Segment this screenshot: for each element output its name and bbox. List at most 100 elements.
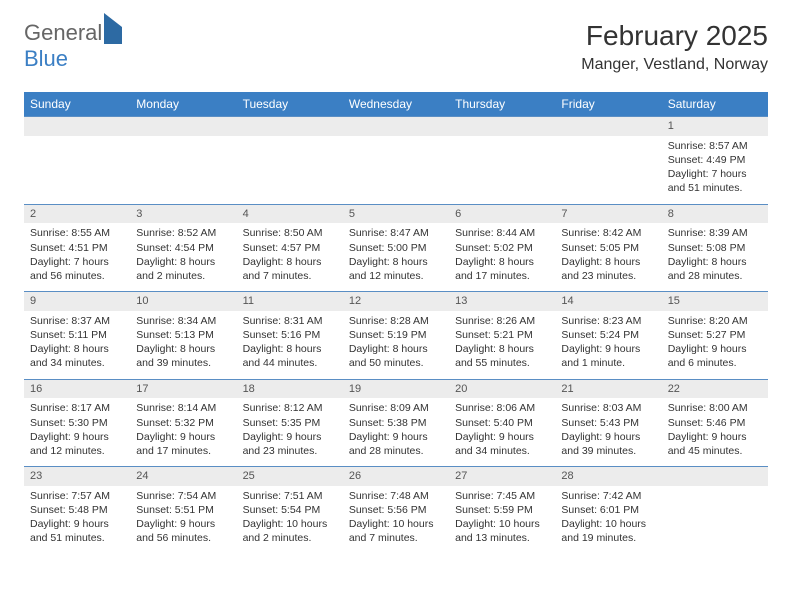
day-number-empty — [449, 117, 555, 136]
day-number-empty — [343, 117, 449, 136]
day-info: Sunrise: 8:26 AMSunset: 5:21 PMDaylight:… — [449, 311, 555, 379]
day-number: 24 — [130, 467, 236, 486]
calendar-cell: 18Sunrise: 8:12 AMSunset: 5:35 PMDayligh… — [237, 379, 343, 467]
day-info: Sunrise: 8:50 AMSunset: 4:57 PMDaylight:… — [237, 223, 343, 291]
sunset-text: Sunset: 5:38 PM — [349, 416, 443, 430]
daylight-text: Daylight: 9 hours and 6 minutes. — [668, 342, 762, 370]
calendar-cell — [555, 117, 661, 205]
col-sunday: Sunday — [24, 92, 130, 117]
logo-triangle-icon — [104, 13, 122, 44]
calendar-cell: 7Sunrise: 8:42 AMSunset: 5:05 PMDaylight… — [555, 204, 661, 292]
daylight-text: Daylight: 8 hours and 55 minutes. — [455, 342, 549, 370]
calendar-table: Sunday Monday Tuesday Wednesday Thursday… — [24, 92, 768, 554]
daylight-text: Daylight: 9 hours and 28 minutes. — [349, 430, 443, 458]
day-info: Sunrise: 8:31 AMSunset: 5:16 PMDaylight:… — [237, 311, 343, 379]
sunset-text: Sunset: 5:32 PM — [136, 416, 230, 430]
day-number: 10 — [130, 292, 236, 311]
calendar-cell — [237, 117, 343, 205]
day-info: Sunrise: 8:28 AMSunset: 5:19 PMDaylight:… — [343, 311, 449, 379]
calendar-cell: 4Sunrise: 8:50 AMSunset: 4:57 PMDaylight… — [237, 204, 343, 292]
calendar-cell: 17Sunrise: 8:14 AMSunset: 5:32 PMDayligh… — [130, 379, 236, 467]
day-number: 1 — [662, 117, 768, 136]
sunrise-text: Sunrise: 7:45 AM — [455, 489, 549, 503]
day-info: Sunrise: 8:47 AMSunset: 5:00 PMDaylight:… — [343, 223, 449, 291]
sunset-text: Sunset: 5:35 PM — [243, 416, 337, 430]
logo-word-general: General — [24, 20, 102, 45]
day-number: 21 — [555, 380, 661, 399]
location-subtitle: Manger, Vestland, Norway — [581, 56, 768, 74]
sunrise-text: Sunrise: 8:03 AM — [561, 401, 655, 415]
day-number: 3 — [130, 205, 236, 224]
day-info: Sunrise: 8:17 AMSunset: 5:30 PMDaylight:… — [24, 398, 130, 466]
sunrise-text: Sunrise: 8:31 AM — [243, 314, 337, 328]
day-info: Sunrise: 8:44 AMSunset: 5:02 PMDaylight:… — [449, 223, 555, 291]
sunset-text: Sunset: 5:54 PM — [243, 503, 337, 517]
sunset-text: Sunset: 4:49 PM — [668, 153, 762, 167]
sunrise-text: Sunrise: 8:47 AM — [349, 226, 443, 240]
calendar-cell: 14Sunrise: 8:23 AMSunset: 5:24 PMDayligh… — [555, 292, 661, 380]
sunrise-text: Sunrise: 8:26 AM — [455, 314, 549, 328]
day-info: Sunrise: 7:51 AMSunset: 5:54 PMDaylight:… — [237, 486, 343, 554]
day-info: Sunrise: 8:55 AMSunset: 4:51 PMDaylight:… — [24, 223, 130, 291]
logo: General Blue — [24, 20, 122, 72]
sunrise-text: Sunrise: 8:44 AM — [455, 226, 549, 240]
day-number: 25 — [237, 467, 343, 486]
daylight-text: Daylight: 8 hours and 50 minutes. — [349, 342, 443, 370]
calendar-cell — [130, 117, 236, 205]
calendar-cell: 24Sunrise: 7:54 AMSunset: 5:51 PMDayligh… — [130, 467, 236, 554]
day-info: Sunrise: 8:52 AMSunset: 4:54 PMDaylight:… — [130, 223, 236, 291]
day-number: 5 — [343, 205, 449, 224]
sunrise-text: Sunrise: 8:42 AM — [561, 226, 655, 240]
sunrise-text: Sunrise: 8:50 AM — [243, 226, 337, 240]
day-number: 17 — [130, 380, 236, 399]
daylight-text: Daylight: 10 hours and 19 minutes. — [561, 517, 655, 545]
calendar-cell: 23Sunrise: 7:57 AMSunset: 5:48 PMDayligh… — [24, 467, 130, 554]
sunrise-text: Sunrise: 8:52 AM — [136, 226, 230, 240]
day-number-empty — [237, 117, 343, 136]
sunset-text: Sunset: 5:46 PM — [668, 416, 762, 430]
day-info: Sunrise: 8:20 AMSunset: 5:27 PMDaylight:… — [662, 311, 768, 379]
sunrise-text: Sunrise: 7:54 AM — [136, 489, 230, 503]
daylight-text: Daylight: 8 hours and 23 minutes. — [561, 255, 655, 283]
day-number: 19 — [343, 380, 449, 399]
sunset-text: Sunset: 5:00 PM — [349, 241, 443, 255]
day-number-empty — [24, 117, 130, 136]
daylight-text: Daylight: 9 hours and 17 minutes. — [136, 430, 230, 458]
day-info: Sunrise: 8:37 AMSunset: 5:11 PMDaylight:… — [24, 311, 130, 379]
col-monday: Monday — [130, 92, 236, 117]
daylight-text: Daylight: 8 hours and 17 minutes. — [455, 255, 549, 283]
calendar-cell: 27Sunrise: 7:45 AMSunset: 5:59 PMDayligh… — [449, 467, 555, 554]
sunset-text: Sunset: 4:54 PM — [136, 241, 230, 255]
calendar-cell — [24, 117, 130, 205]
sunset-text: Sunset: 5:21 PM — [455, 328, 549, 342]
day-number: 27 — [449, 467, 555, 486]
calendar-cell: 9Sunrise: 8:37 AMSunset: 5:11 PMDaylight… — [24, 292, 130, 380]
day-info: Sunrise: 8:00 AMSunset: 5:46 PMDaylight:… — [662, 398, 768, 466]
daylight-text: Daylight: 9 hours and 39 minutes. — [561, 430, 655, 458]
day-info: Sunrise: 8:34 AMSunset: 5:13 PMDaylight:… — [130, 311, 236, 379]
calendar-cell: 15Sunrise: 8:20 AMSunset: 5:27 PMDayligh… — [662, 292, 768, 380]
calendar-cell: 16Sunrise: 8:17 AMSunset: 5:30 PMDayligh… — [24, 379, 130, 467]
sunrise-text: Sunrise: 8:20 AM — [668, 314, 762, 328]
sunrise-text: Sunrise: 8:09 AM — [349, 401, 443, 415]
sunrise-text: Sunrise: 7:48 AM — [349, 489, 443, 503]
col-wednesday: Wednesday — [343, 92, 449, 117]
calendar-body: 1Sunrise: 8:57 AMSunset: 4:49 PMDaylight… — [24, 117, 768, 554]
sunset-text: Sunset: 4:51 PM — [30, 241, 124, 255]
calendar-cell: 1Sunrise: 8:57 AMSunset: 4:49 PMDaylight… — [662, 117, 768, 205]
sunset-text: Sunset: 5:02 PM — [455, 241, 549, 255]
col-thursday: Thursday — [449, 92, 555, 117]
sunset-text: Sunset: 5:43 PM — [561, 416, 655, 430]
daylight-text: Daylight: 8 hours and 7 minutes. — [243, 255, 337, 283]
calendar-cell: 5Sunrise: 8:47 AMSunset: 5:00 PMDaylight… — [343, 204, 449, 292]
day-info: Sunrise: 7:54 AMSunset: 5:51 PMDaylight:… — [130, 486, 236, 554]
daylight-text: Daylight: 9 hours and 56 minutes. — [136, 517, 230, 545]
calendar-cell: 13Sunrise: 8:26 AMSunset: 5:21 PMDayligh… — [449, 292, 555, 380]
sunset-text: Sunset: 5:40 PM — [455, 416, 549, 430]
calendar-cell: 6Sunrise: 8:44 AMSunset: 5:02 PMDaylight… — [449, 204, 555, 292]
day-info: Sunrise: 7:45 AMSunset: 5:59 PMDaylight:… — [449, 486, 555, 554]
day-number: 12 — [343, 292, 449, 311]
sunrise-text: Sunrise: 8:37 AM — [30, 314, 124, 328]
sunrise-text: Sunrise: 8:17 AM — [30, 401, 124, 415]
calendar-week-row: 23Sunrise: 7:57 AMSunset: 5:48 PMDayligh… — [24, 467, 768, 554]
